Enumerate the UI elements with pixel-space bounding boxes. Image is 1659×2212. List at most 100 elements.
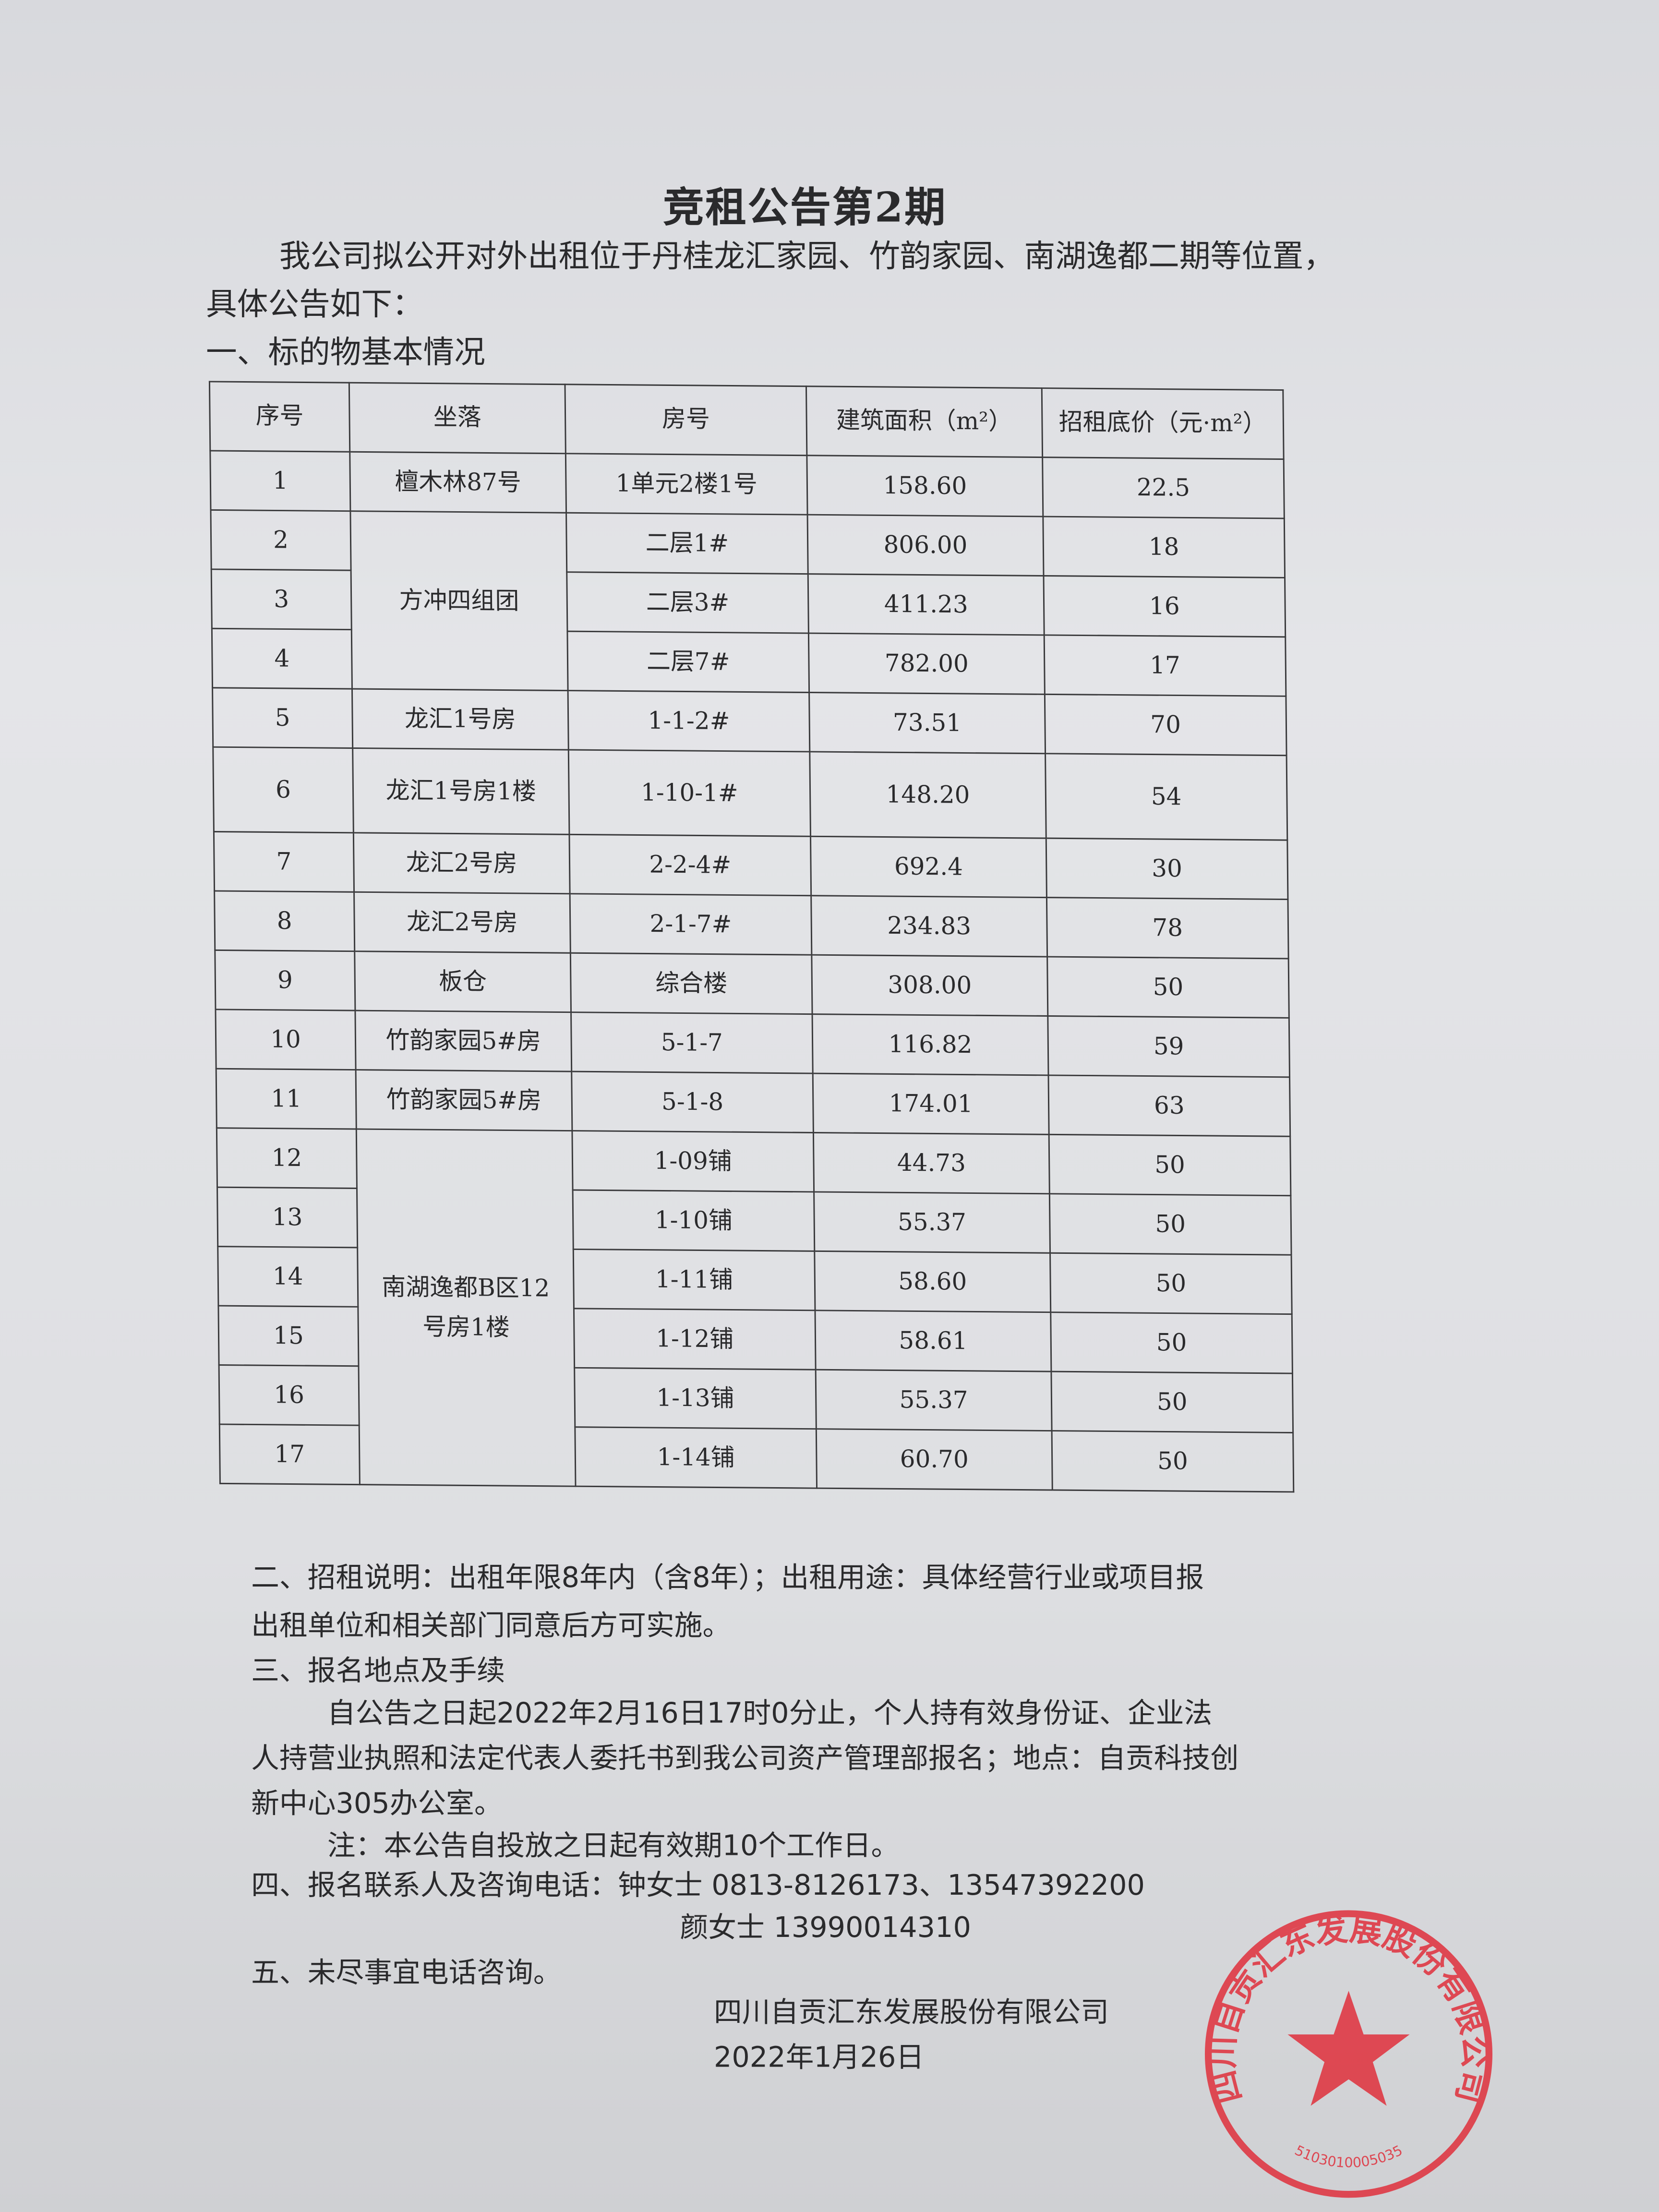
cell-price: 59 <box>1047 1016 1290 1077</box>
cell-price: 50 <box>1052 1431 1294 1492</box>
table-row: 6 龙汇1号房1楼 1-10-1# 148.20 54 <box>213 747 1287 841</box>
col-no: 序号 <box>209 381 350 452</box>
table-header-row: 序号 坐落 房号 建筑面积（m²） 招租底价（元·m²） <box>209 381 1284 459</box>
col-price: 招租底价（元·m²） <box>1042 388 1284 459</box>
table-row: 9 板仓 综合楼 308.00 50 <box>215 950 1289 1018</box>
cell-price: 50 <box>1050 1253 1292 1314</box>
intro-line-1: 我公司拟公开对外出租位于丹桂龙汇家园、竹韵家园、南湖逸都二期等位置， <box>279 240 1335 276</box>
cell-area: 234.83 <box>811 895 1047 957</box>
page-title: 竞租公告第2期 <box>663 183 947 231</box>
table-row: 5 龙汇1号房 1-1-2# 73.51 70 <box>212 687 1287 756</box>
cell-no: 12 <box>216 1128 357 1189</box>
cell-no: 4 <box>212 628 352 689</box>
cell-no: 13 <box>217 1187 358 1248</box>
cell-room: 二层7# <box>567 631 809 693</box>
cell-price: 63 <box>1048 1075 1290 1137</box>
cell-area: 44.73 <box>813 1132 1050 1194</box>
cell-area: 73.51 <box>809 692 1046 754</box>
cell-room: 2-1-7# <box>570 893 812 955</box>
cell-room: 1-12铺 <box>574 1308 816 1370</box>
cell-price: 50 <box>1051 1371 1293 1433</box>
cell-area: 174.01 <box>813 1073 1049 1135</box>
cell-room: 5-1-7 <box>571 1012 813 1074</box>
star-icon <box>1287 1991 1410 2106</box>
cell-price: 50 <box>1049 1193 1292 1255</box>
section-3-heading: 三、报名地点及手续 <box>251 1653 505 1687</box>
cell-no: 16 <box>219 1365 360 1426</box>
cell-location: 檀木林87号 <box>349 452 566 513</box>
table-row: 10 竹韵家园5#房 5-1-7 116.82 59 <box>215 1009 1290 1077</box>
seal-code: 5103010005035 <box>1292 2142 1405 2171</box>
cell-area: 58.60 <box>814 1251 1051 1312</box>
cell-room: 二层3# <box>566 572 809 634</box>
cell-price: 50 <box>1047 957 1289 1018</box>
cell-room: 1-14铺 <box>575 1427 817 1489</box>
cell-location: 龙汇1号房 <box>352 689 569 750</box>
cell-area: 308.00 <box>811 955 1048 1016</box>
cell-area: 158.60 <box>806 455 1043 517</box>
table-row: 2 方冲四组团 二层1# 806.00 18 <box>210 510 1285 691</box>
cell-no: 6 <box>213 747 354 833</box>
table-row: 12 南湖逸都B区12号房1楼 1-09铺 44.73 50 <box>216 1128 1291 1487</box>
cell-location: 龙汇2号房 <box>354 892 571 953</box>
cell-area: 806.00 <box>807 515 1044 576</box>
table-row: 8 龙汇2号房 2-1-7# 234.83 78 <box>214 890 1289 959</box>
note: 注：本公告自投放之日起有效期10个工作日。 <box>327 1828 900 1863</box>
cell-room: 1-09铺 <box>572 1130 814 1192</box>
cell-location: 竹韵家园5#房 <box>355 1010 572 1072</box>
cell-room: 1-10-1# <box>568 749 811 837</box>
section-2-line-2: 出租单位和相关部门同意后方可实施。 <box>251 1608 731 1642</box>
cell-no: 11 <box>216 1069 357 1130</box>
section-2-line-1: 二、招租说明：出租年限8年内（含8年）；出租用途：具体经营行业或项目报 <box>251 1560 1204 1594</box>
cell-location: 龙汇2号房 <box>353 832 570 894</box>
cell-location: 南湖逸都B区12号房1楼 <box>356 1129 576 1487</box>
col-area: 建筑面积（m²） <box>806 386 1043 457</box>
table-row: 11 竹韵家园5#房 5-1-8 174.01 63 <box>216 1069 1290 1137</box>
table-row: 1 檀木林87号 1单元2楼1号 158.60 22.5 <box>210 450 1285 518</box>
cell-area: 55.37 <box>814 1191 1050 1253</box>
cell-area: 58.61 <box>815 1310 1051 1372</box>
table-row: 7 龙汇2号房 2-2-4# 692.4 30 <box>214 831 1288 900</box>
cell-no: 9 <box>215 950 355 1011</box>
section-4-contact-2: 颜女士 13990014310 <box>680 1910 971 1944</box>
cell-price: 70 <box>1045 694 1287 756</box>
cell-room: 1-1-2# <box>568 690 810 752</box>
cell-price: 50 <box>1050 1312 1293 1374</box>
cell-room: 2-2-4# <box>569 834 811 896</box>
cell-location: 方冲四组团 <box>350 511 568 691</box>
cell-no: 17 <box>219 1424 360 1485</box>
cell-price: 30 <box>1046 838 1288 900</box>
cell-no: 3 <box>211 569 352 630</box>
col-room: 房号 <box>565 384 807 456</box>
cell-price: 18 <box>1043 517 1285 578</box>
cell-location: 板仓 <box>354 951 571 1012</box>
cell-price: 16 <box>1044 576 1286 637</box>
company-name: 四川自贡汇东发展股份有限公司 <box>714 1995 1109 2029</box>
cell-area: 782.00 <box>808 633 1045 695</box>
section-3-line-1: 自公告之日起2022年2月16日17时0分止，个人持有效身份证、企业法 <box>327 1695 1213 1730</box>
cell-room: 二层1# <box>566 513 808 574</box>
seal-ring <box>1204 1910 1493 2198</box>
cell-room: 1-13铺 <box>574 1368 817 1429</box>
cell-area: 692.4 <box>810 836 1047 898</box>
cell-price: 50 <box>1049 1134 1291 1196</box>
signature-date: 2022年1月26日 <box>714 2040 925 2074</box>
cell-price: 78 <box>1046 897 1289 959</box>
section-3-line-2: 人持营业执照和法定代表人委托书到我公司资产管理部报名；地点：自贡科技创 <box>251 1741 1239 1775</box>
cell-no: 14 <box>217 1246 358 1307</box>
cell-no: 7 <box>214 831 354 892</box>
cell-location: 竹韵家园5#房 <box>356 1070 572 1131</box>
cell-price: 17 <box>1044 635 1286 697</box>
cell-no: 10 <box>215 1009 356 1070</box>
cell-no: 8 <box>214 890 355 951</box>
cell-area: 411.23 <box>808 574 1045 635</box>
cell-room: 1单元2楼1号 <box>565 453 808 515</box>
cell-price: 54 <box>1045 753 1287 841</box>
cell-area: 116.82 <box>812 1014 1048 1075</box>
col-location: 坐落 <box>349 383 566 454</box>
section-1-heading: 一、标的物基本情况 <box>206 336 485 371</box>
cell-room: 5-1-8 <box>571 1071 814 1133</box>
intro-line-2: 具体公告如下： <box>206 288 423 323</box>
cell-area: 55.37 <box>816 1370 1052 1431</box>
